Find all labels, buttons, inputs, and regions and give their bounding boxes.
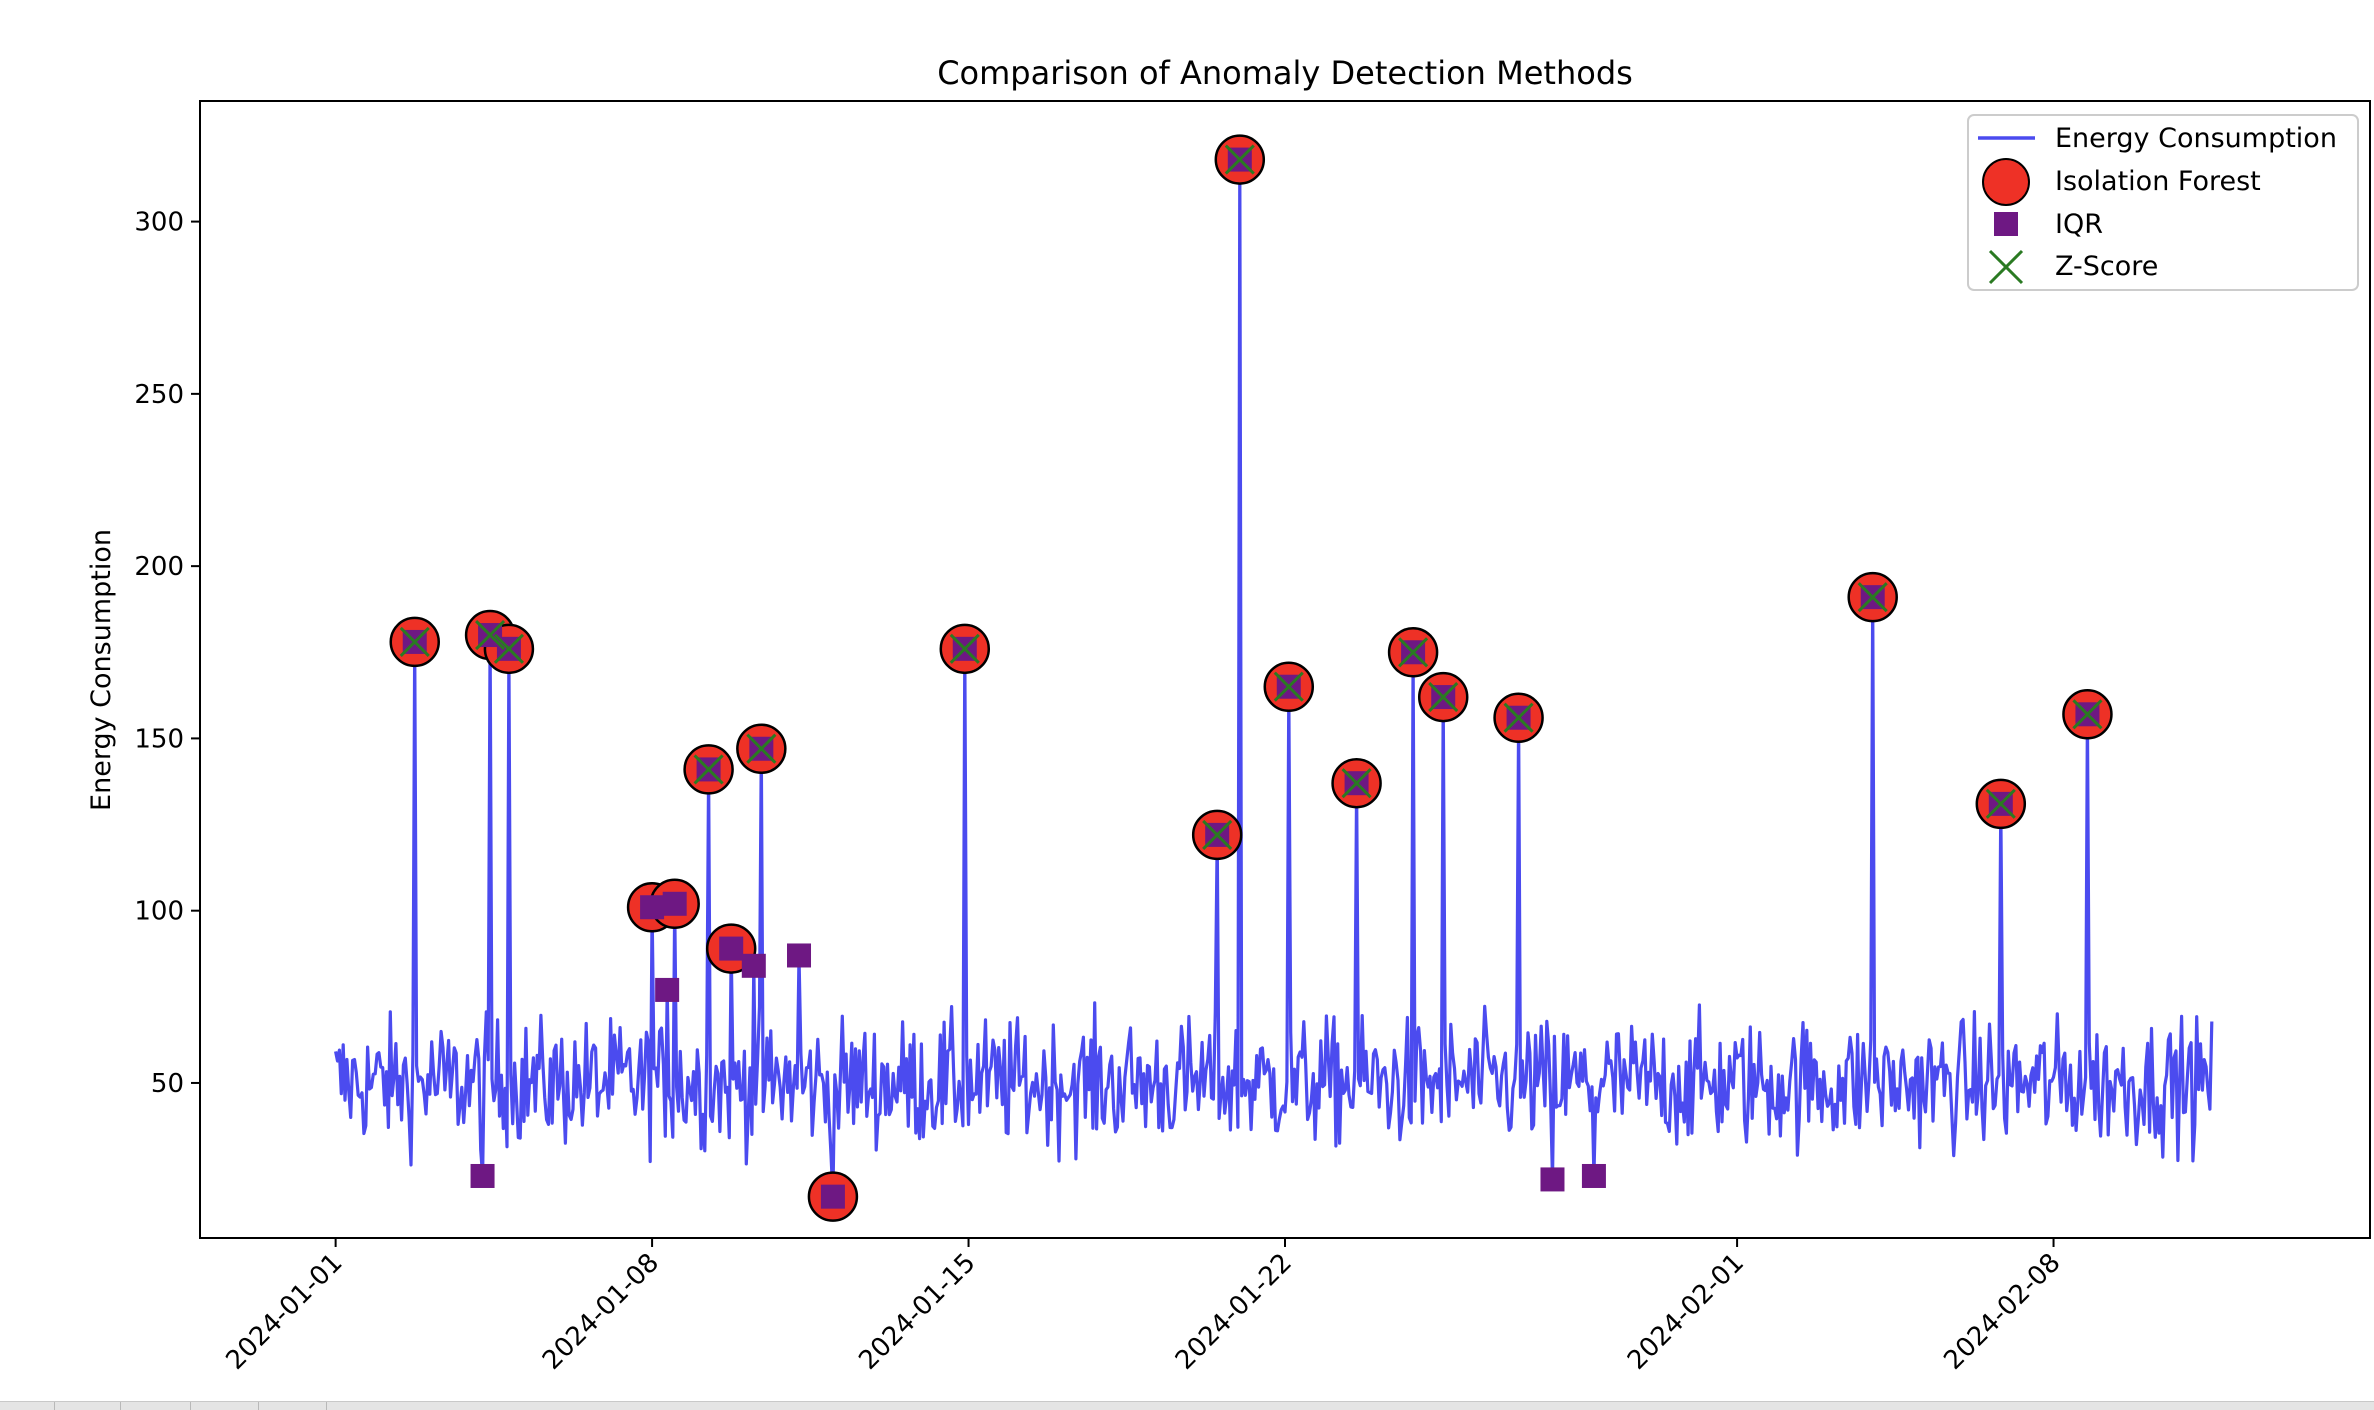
zscore-marker <box>493 633 524 664</box>
chart-title: Comparison of Anomaly Detection Methods <box>937 54 1633 92</box>
legend-label-iqr: IQR <box>2055 209 2103 240</box>
zscore-marker <box>1224 144 1255 175</box>
legend-label-zscore: Z-Score <box>2055 251 2158 282</box>
zscore-marker <box>1341 768 1372 799</box>
x-tick-label: 2024-02-01 <box>1622 1248 1750 1376</box>
iqr-marker <box>662 891 687 916</box>
legend-frame <box>1967 114 2359 291</box>
x-tick-label: 2024-01-22 <box>1170 1248 1298 1376</box>
y-axis-label: Energy Consumption <box>86 529 117 811</box>
x-tick-label: 2024-01-15 <box>853 1248 981 1376</box>
iqr-marker <box>640 895 665 920</box>
zscore-marker <box>2072 699 2103 730</box>
y-tick-label: 200 <box>134 552 184 582</box>
y-tick-label: 150 <box>134 724 184 754</box>
y-tick-label: 50 <box>151 1069 184 1099</box>
iqr-marker <box>655 977 680 1002</box>
taskbar-segment[interactable] <box>0 1402 55 1410</box>
zscore-marker <box>693 754 724 785</box>
iqr-marker <box>470 1163 495 1188</box>
x-tick-label: 2024-02-08 <box>1938 1248 2066 1376</box>
x-tick-label: 2024-01-08 <box>537 1248 665 1376</box>
legend: Energy Consumption Isolation Forest IQR … <box>1967 114 2359 291</box>
iqr-marker <box>787 943 812 968</box>
energy-consumption-line <box>334 158 2214 1199</box>
zscore-marker <box>746 733 777 764</box>
zscore-marker <box>1398 637 1429 668</box>
y-tick-label: 100 <box>134 897 184 927</box>
taskbar-segment[interactable] <box>124 1402 191 1410</box>
y-tick-label: 300 <box>134 208 184 238</box>
iqr-marker <box>1540 1167 1565 1192</box>
taskbar-segment[interactable] <box>262 1402 327 1410</box>
legend-isolation-forest-swatch <box>1982 158 2030 206</box>
zscore-marker <box>949 633 980 664</box>
taskbar-segment[interactable] <box>194 1402 259 1410</box>
zscore-marker <box>1202 819 1233 850</box>
legend-label-isolation-forest: Isolation Forest <box>2055 166 2261 197</box>
legend-label-energy: Energy Consumption <box>2055 123 2337 154</box>
zscore-marker <box>1428 682 1459 713</box>
zscore-marker <box>1273 671 1304 702</box>
marker-layer <box>389 134 2113 1222</box>
taskbar-segment[interactable] <box>56 1402 121 1410</box>
zscore-marker <box>1857 582 1888 613</box>
legend-iqr-swatch <box>1994 212 2018 236</box>
iqr-marker <box>719 936 744 961</box>
line-layer <box>334 158 2214 1199</box>
iqr-marker <box>820 1184 845 1209</box>
legend-zscore-swatch <box>1988 249 2024 285</box>
zscore-marker <box>1985 788 2016 819</box>
zscore-marker <box>475 619 506 651</box>
taskbar-strip <box>0 1401 2374 1410</box>
x-tick-label: 2024-01-01 <box>221 1248 349 1376</box>
iqr-marker <box>1581 1163 1606 1188</box>
zscore-marker <box>399 626 430 657</box>
y-tick-label: 250 <box>134 380 184 410</box>
zscore-marker <box>1503 702 1534 733</box>
iqr-marker <box>741 953 766 978</box>
